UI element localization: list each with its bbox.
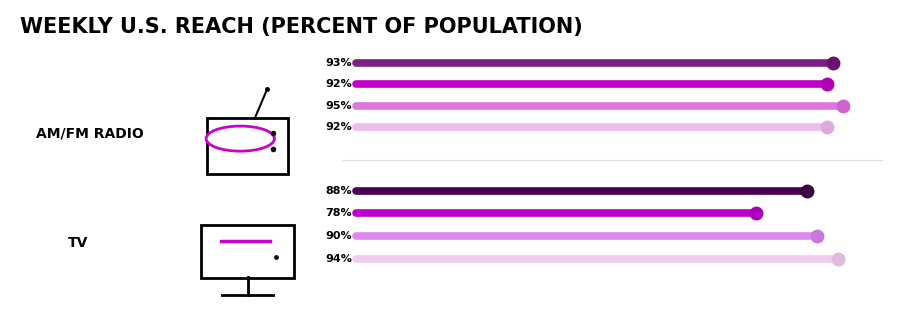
Circle shape [206,126,274,151]
Text: 93%: 93% [325,58,352,68]
Text: 88%: 88% [325,186,352,196]
Text: 90%: 90% [325,231,352,241]
Text: 94%: 94% [325,254,352,264]
FancyBboxPatch shape [207,118,288,174]
Text: 92%: 92% [325,122,352,132]
Text: WEEKLY U.S. REACH (PERCENT OF POPULATION): WEEKLY U.S. REACH (PERCENT OF POPULATION… [20,16,582,37]
Text: 95%: 95% [325,101,352,111]
Text: TV: TV [68,236,88,249]
Text: 78%: 78% [325,208,352,218]
Text: 92%: 92% [325,79,352,89]
Text: n: n [844,18,864,45]
FancyBboxPatch shape [201,225,294,278]
Text: AM/FM RADIO: AM/FM RADIO [36,127,144,141]
